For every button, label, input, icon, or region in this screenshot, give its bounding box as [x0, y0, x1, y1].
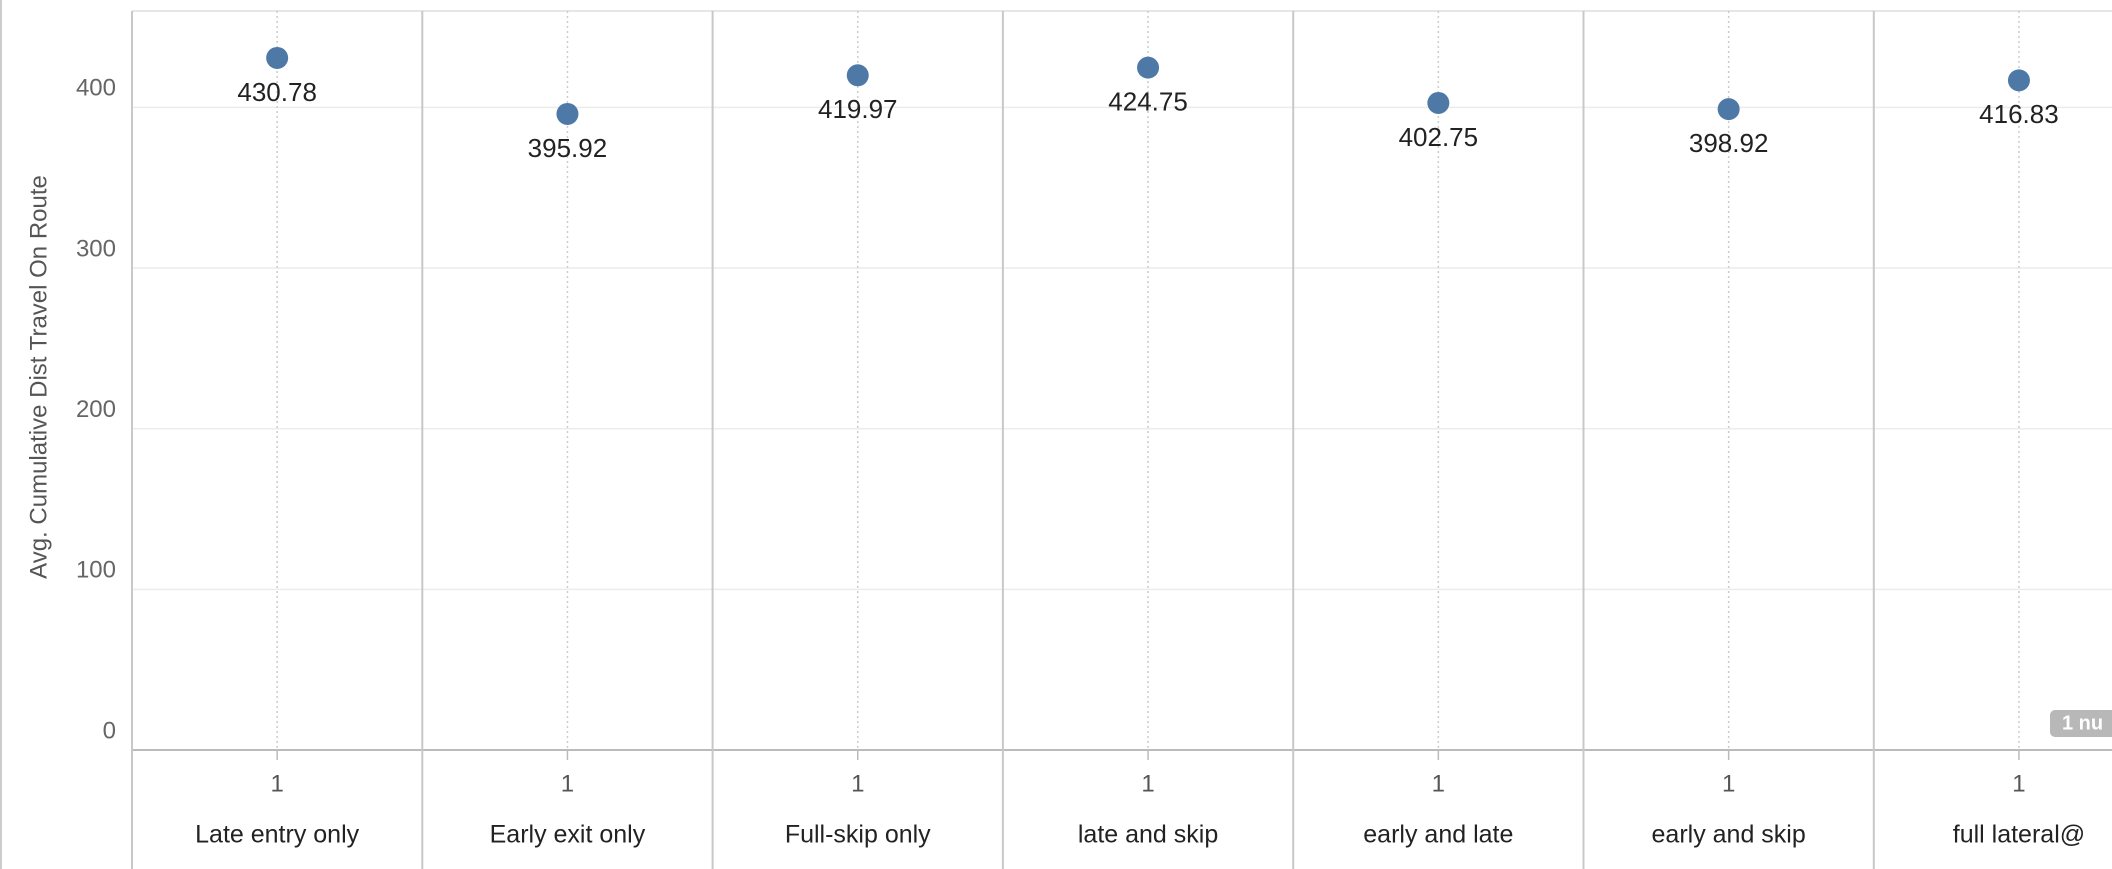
- x-tick-label: Late entry only: [195, 821, 359, 849]
- null-indicator[interactable]: [2050, 710, 2112, 737]
- dot: [266, 46, 289, 69]
- y-tick-label: 200: [76, 396, 116, 423]
- y-axis-title: Avg. Cumulative Dist Travel On Route: [25, 175, 52, 579]
- value-label: 395.92: [528, 133, 608, 163]
- dot: [846, 64, 869, 87]
- y-tick-label: 300: [76, 235, 116, 262]
- x-subheader: 1: [561, 770, 574, 797]
- x-tick-label: early and skip: [1652, 821, 1806, 849]
- x-tick-label: full lateral@: [1953, 821, 2085, 849]
- dot: [1137, 56, 1160, 79]
- value-label: 424.75: [1108, 87, 1188, 117]
- x-tick-label: late and skip: [1078, 821, 1218, 849]
- dot: [1427, 91, 1450, 114]
- x-tick-label: early and late: [1363, 821, 1513, 849]
- dot: [1717, 98, 1740, 121]
- x-subheader: 1: [1722, 770, 1735, 797]
- value-label: 419.97: [818, 94, 898, 124]
- value-label: 398.92: [1689, 128, 1769, 158]
- y-tick-label: 100: [76, 557, 116, 584]
- y-tick-label: 0: [103, 717, 116, 744]
- x-subheader: 1: [270, 770, 283, 797]
- x-tick-label: Early exit only: [490, 821, 646, 849]
- value-label: 416.83: [1979, 99, 2059, 129]
- x-subheader: 1: [1141, 770, 1154, 797]
- x-tick-label: Full-skip only: [785, 821, 931, 849]
- null-indicator-text[interactable]: 1 nu: [2062, 712, 2103, 734]
- dot: [2007, 69, 2030, 92]
- x-subheader: 1: [2012, 770, 2025, 797]
- x-subheader: 1: [1432, 770, 1445, 797]
- y-tick-label: 400: [76, 75, 116, 102]
- x-subheader: 1: [851, 770, 864, 797]
- value-label: 430.78: [237, 77, 317, 107]
- value-label: 402.75: [1399, 122, 1479, 152]
- dot: [556, 102, 579, 125]
